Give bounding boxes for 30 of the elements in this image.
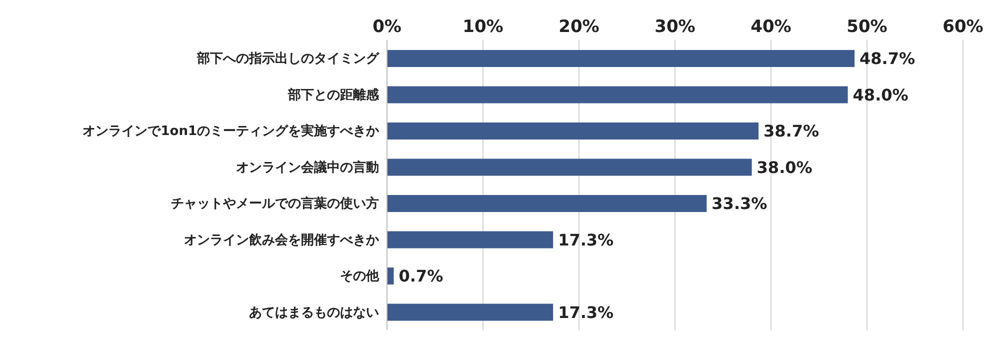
data-label: 33.3% — [712, 194, 768, 214]
bar — [387, 158, 752, 176]
x-tick-label: 60% — [942, 17, 984, 37]
bar — [387, 50, 855, 67]
data-label: 17.3% — [558, 230, 614, 250]
bar — [387, 86, 848, 104]
y-tick-label: チャットやメールでの言葉の使い方 — [171, 196, 379, 212]
bar — [387, 304, 554, 321]
data-label: 38.7% — [764, 122, 820, 141]
x-tick-label: 50% — [846, 17, 888, 37]
bar — [387, 122, 759, 140]
x-tick-label: 30% — [654, 17, 696, 37]
data-label: 48.7% — [860, 49, 916, 68]
y-tick-label: あてはまるものはない — [249, 305, 379, 320]
bar — [387, 195, 707, 212]
y-tick-label: オンライン飲み会を開催すべきか — [184, 232, 380, 248]
x-tick-label: 10% — [462, 17, 504, 37]
data-label: 38.0% — [756, 158, 812, 177]
y-tick-label: オンラインで1on1のミーティングを実施すべきか — [82, 123, 380, 140]
x-tick-label: 0% — [372, 17, 402, 37]
y-tick-label: 部下への指示出しのタイミング — [196, 50, 380, 67]
y-tick-label: 部下との距離感 — [287, 86, 380, 103]
data-label: 48.0% — [852, 85, 908, 104]
data-label: 17.3% — [558, 302, 614, 322]
y-tick-label: その他 — [340, 269, 380, 284]
y-tick-label: オンライン会議中の言動 — [236, 159, 379, 176]
x-tick-label: 40% — [750, 17, 792, 37]
bar — [387, 231, 554, 248]
data-label: 0.7% — [398, 266, 444, 286]
x-tick-label: 20% — [558, 17, 600, 37]
